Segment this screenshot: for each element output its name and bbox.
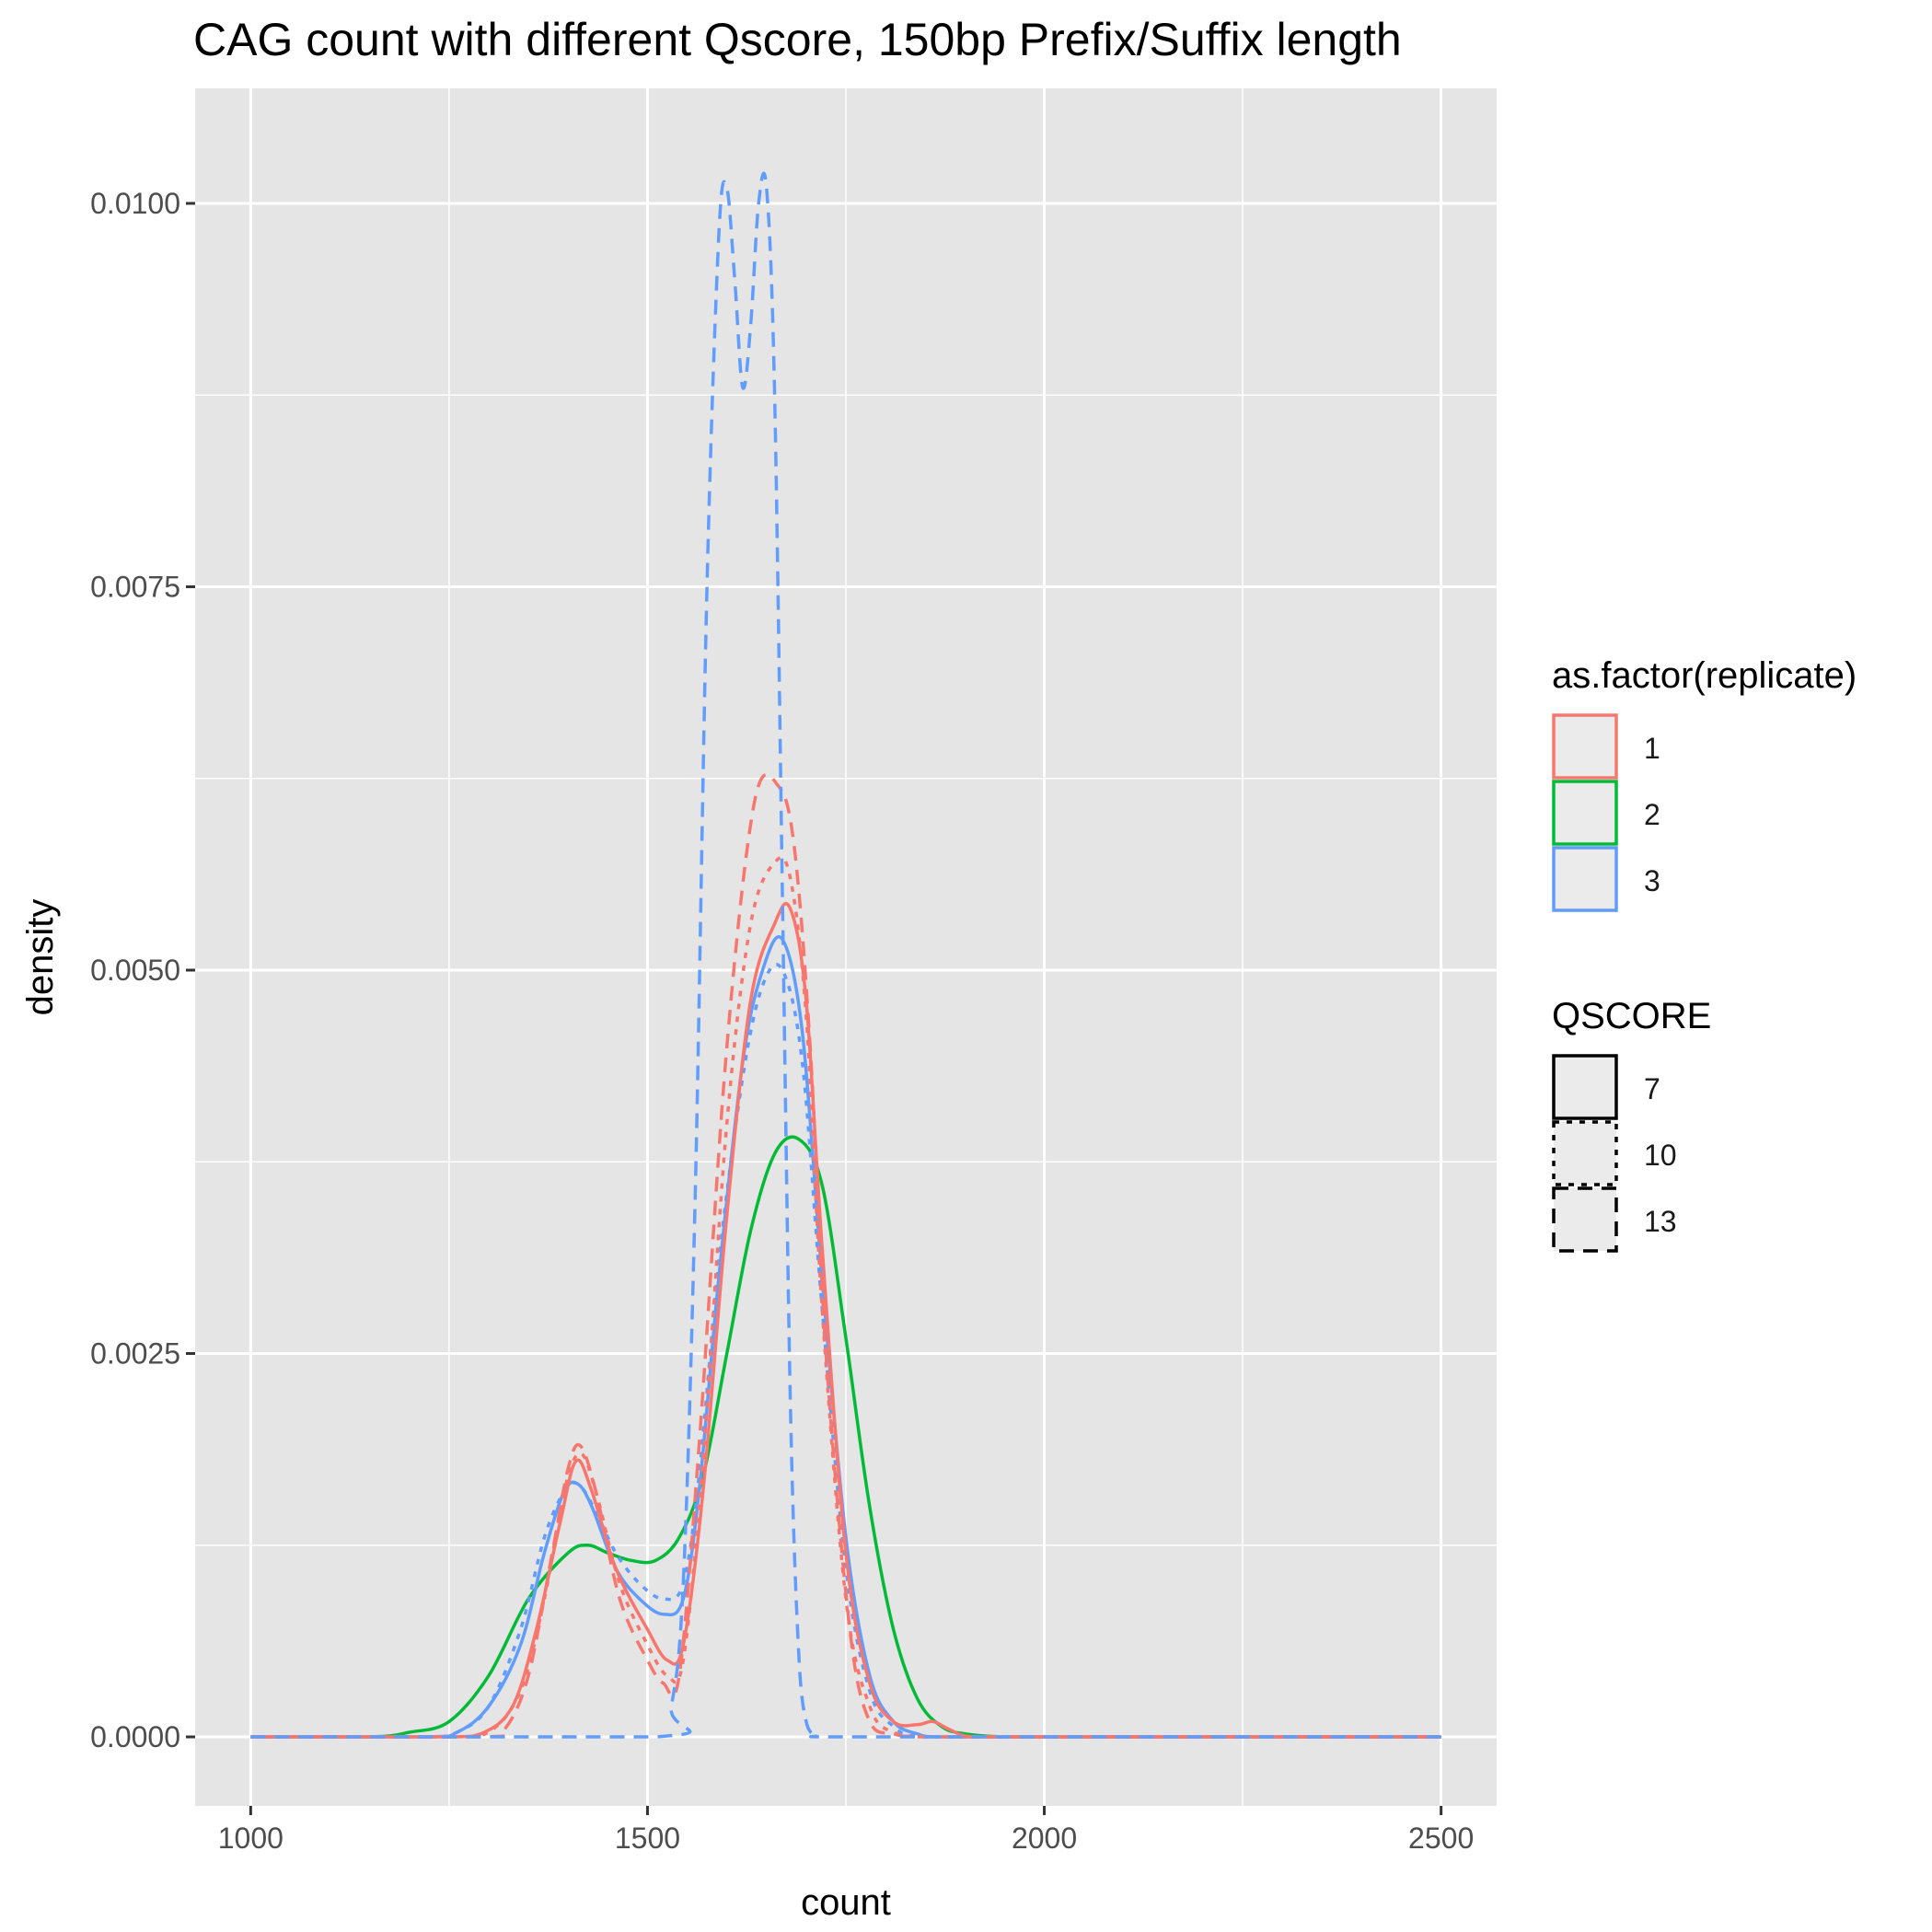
density-line-rep3-q13 xyxy=(250,171,1441,1739)
legend-key-qscore-13 xyxy=(1552,1186,1618,1253)
legend-label-qscore-13: 13 xyxy=(1644,1205,1677,1238)
y-tick-label: 0.0100 xyxy=(90,187,180,220)
density-line-rep1-q10 xyxy=(250,855,1441,1739)
legend-qscore-item-7: 7 xyxy=(1552,1054,1711,1120)
y-tick-label: 0.0050 xyxy=(90,954,180,987)
legend-key-replicate-1 xyxy=(1552,713,1618,780)
y-tick-label: 0.0025 xyxy=(90,1337,180,1371)
legend-replicate-title: as.factor(replicate) xyxy=(1552,655,1857,696)
density-line-rep1-q13 xyxy=(250,772,1441,1739)
minor-gridlines xyxy=(195,88,1497,1806)
legend-label-qscore-10: 10 xyxy=(1644,1139,1677,1172)
legend-qscore-item-10: 10 xyxy=(1552,1120,1711,1186)
legend-replicate-item-1: 1 xyxy=(1552,713,1857,780)
chart-title: CAG count with different Qscore, 150bp P… xyxy=(193,14,1402,65)
density-series xyxy=(250,171,1441,1739)
legend-qscore-item-13: 13 xyxy=(1552,1186,1711,1253)
legend-label-qscore-7: 7 xyxy=(1644,1072,1660,1105)
x-tick-label: 2500 xyxy=(1408,1822,1474,1855)
y-axis: 0.0000 0.0025 0.0050 0.0075 0.0100 xyxy=(90,187,195,1753)
y-tick-label: 0.0000 xyxy=(90,1720,180,1753)
legend-key-replicate-3 xyxy=(1552,846,1618,912)
x-tick-label: 2000 xyxy=(1012,1822,1077,1855)
legend-key-replicate-2 xyxy=(1552,780,1618,846)
x-axis: 1000 1500 2000 2500 xyxy=(218,1806,1474,1855)
x-tick-label: 1000 xyxy=(218,1822,283,1855)
legend-qscore: QSCORE 7 10 13 xyxy=(1552,996,1711,1253)
legend-key-qscore-10 xyxy=(1552,1120,1618,1186)
legend-label-replicate-3: 3 xyxy=(1644,864,1660,897)
legend-label-replicate-2: 2 xyxy=(1644,798,1660,831)
y-tick-label: 0.0075 xyxy=(90,570,180,603)
y-axis-title: density xyxy=(20,899,61,1016)
legend-key-qscore-7 xyxy=(1552,1054,1618,1120)
legend-qscore-title: QSCORE xyxy=(1552,996,1712,1036)
x-tick-label: 1500 xyxy=(615,1822,680,1855)
legend-replicate-item-2: 2 xyxy=(1552,780,1857,846)
major-gridlines xyxy=(195,88,1497,1806)
legend-label-replicate-1: 1 xyxy=(1644,732,1660,765)
legend-replicate-item-3: 3 xyxy=(1552,846,1857,912)
x-axis-title: count xyxy=(801,1882,891,1923)
legend-replicate: as.factor(replicate) 1 2 3 xyxy=(1552,655,1857,912)
